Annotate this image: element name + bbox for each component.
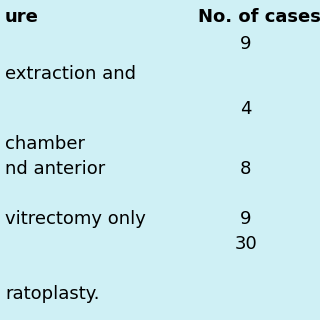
Text: ure: ure [5,8,39,26]
Text: chamber: chamber [5,135,85,153]
Text: 8: 8 [240,160,252,178]
Text: 9: 9 [240,210,252,228]
Text: extraction and: extraction and [5,65,136,83]
Text: vitrectomy only: vitrectomy only [5,210,146,228]
Text: 9: 9 [240,35,252,53]
Text: ratoplasty.: ratoplasty. [5,285,100,303]
Text: nd anterior: nd anterior [5,160,105,178]
Text: 4: 4 [240,100,252,118]
Text: 30: 30 [235,235,258,253]
Text: No. of cases: No. of cases [198,8,320,26]
